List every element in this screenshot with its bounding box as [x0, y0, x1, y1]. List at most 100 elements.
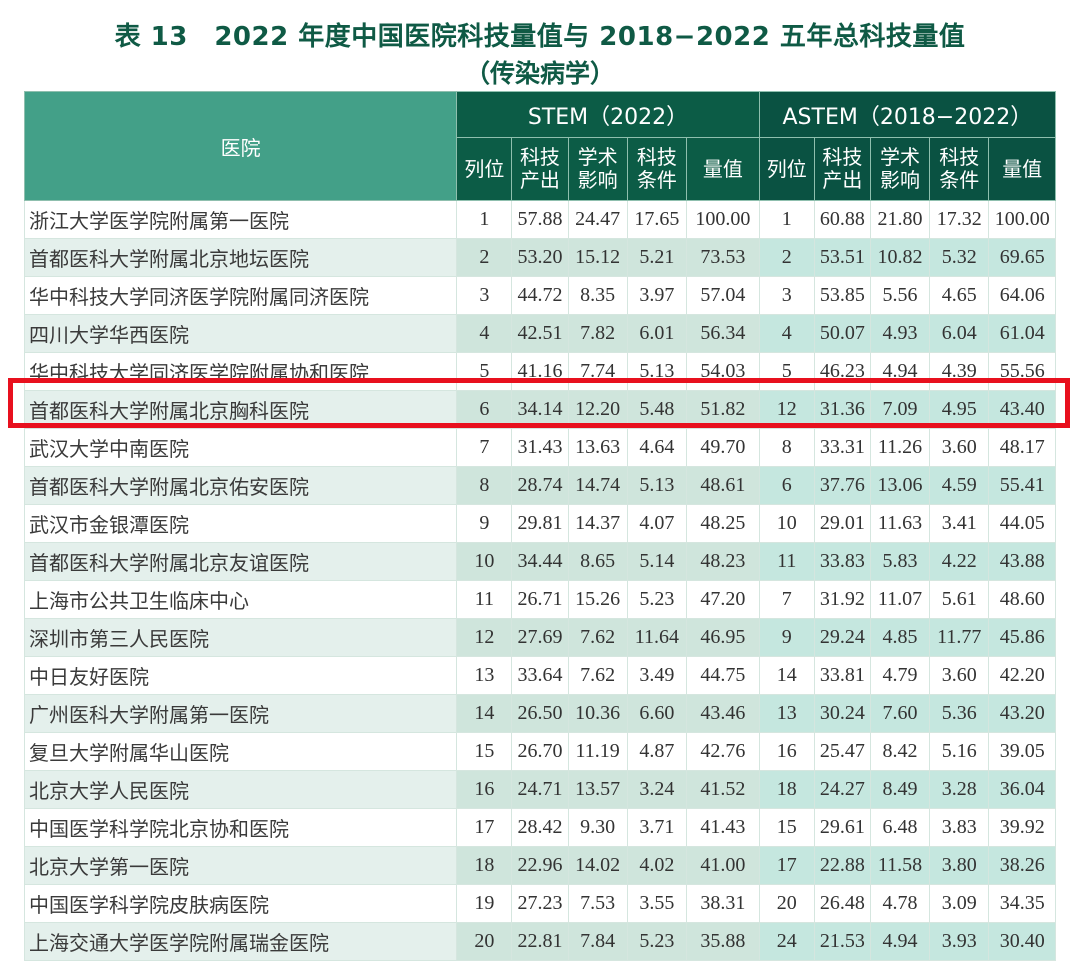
astem-value-cell: 61.04 [988, 314, 1056, 353]
stem-value-cell: 5.23 [626, 922, 687, 961]
astem-value-cell: 31.36 [813, 390, 871, 429]
stem-value-cell: 54.03 [685, 352, 760, 391]
astem-value-cell: 4.94 [869, 352, 931, 391]
stem-value-cell: 41.16 [511, 352, 569, 391]
astem-value-cell: 7.60 [869, 694, 931, 733]
astem-value-cell: 20 [758, 884, 815, 923]
stem-value-cell: 3.55 [626, 884, 687, 923]
astem-value-cell: 5.16 [929, 732, 990, 771]
stem-value-cell: 5 [456, 352, 513, 391]
hospital-name-cell: 上海交通大学医学院附属瑞金医院 [23, 922, 458, 961]
table-row: 复旦大学附属华山医院 15 26.70 11.19 4.87 42.76 16 25.47 8.… [23, 732, 1056, 771]
table-row: 华中科技大学同济医学院附属同济医院 3 44.72 8.35 3.97 57.04 3 53.… [23, 276, 1056, 315]
astem-value-cell: 11.77 [929, 618, 990, 657]
astem-value-cell: 38.26 [988, 846, 1056, 885]
table-row: 中国医学科学院皮肤病医院 19 27.23 7.53 3.55 38.31 20 26.48 4… [23, 884, 1056, 923]
astem-value-cell: 13 [758, 694, 815, 733]
astem-value-cell: 3.93 [929, 922, 990, 961]
stem-value-cell: 5.23 [626, 580, 687, 619]
astem-value-cell: 42.20 [988, 656, 1056, 695]
astem-value-cell: 17.32 [929, 200, 990, 239]
stem-value-cell: 38.31 [685, 884, 760, 923]
stem-value-cell: 42.51 [511, 314, 569, 353]
hospital-name-cell: 深圳市第三人民医院 [23, 618, 458, 657]
astem-value-cell: 34.35 [988, 884, 1056, 923]
astem-value-cell: 5.61 [929, 580, 990, 619]
astem-value-cell: 55.56 [988, 352, 1056, 391]
astem-value-cell: 25.47 [813, 732, 871, 771]
stem-value-cell: 43.46 [685, 694, 760, 733]
hospital-ranking-table: 医院 STEM（2022） ASTEM（2018−2022） 列位 科技 产出 学术… [23, 91, 1057, 961]
astem-value-cell: 44.05 [988, 504, 1056, 543]
stem-value-cell: 53.20 [511, 238, 569, 277]
stem-value-cell: 4 [456, 314, 513, 353]
stem-value-cell: 6 [456, 390, 513, 429]
stem-value-cell: 12.20 [567, 390, 628, 429]
stem-value-cell: 57.88 [511, 200, 569, 239]
astem-value-cell: 53.51 [813, 238, 871, 277]
table-row: 四川大学华西医院 4 42.51 7.82 6.01 56.34 4 50.07 4.93 6.0… [23, 314, 1056, 353]
astem-value-cell: 3.80 [929, 846, 990, 885]
astem-value-cell: 60.88 [813, 200, 871, 239]
stem-value-cell: 22.81 [511, 922, 569, 961]
astem-value-cell: 17 [758, 846, 815, 885]
stem-value-cell: 11 [456, 580, 513, 619]
astem-value-cell: 29.24 [813, 618, 871, 657]
stem-value-cell: 3.97 [626, 276, 687, 315]
hospital-name-cell: 首都医科大学附属北京地坛医院 [23, 238, 458, 277]
stem-col-header-0: 列位 [456, 137, 513, 201]
astem-value-cell: 4.79 [869, 656, 931, 695]
astem-value-cell: 11.63 [869, 504, 931, 543]
astem-value-cell: 11.26 [869, 428, 931, 467]
stem-group-header: STEM（2022） [456, 91, 760, 138]
astem-value-cell: 4.39 [929, 352, 990, 391]
astem-value-cell: 8.49 [869, 770, 931, 809]
hospital-name-cell: 中国医学科学院北京协和医院 [23, 808, 458, 847]
astem-value-cell: 21.80 [869, 200, 931, 239]
stem-value-cell: 7 [456, 428, 513, 467]
table-row: 中日友好医院 13 33.64 7.62 3.49 44.75 14 33.81 4.79 3.6… [23, 656, 1056, 695]
astem-value-cell: 15 [758, 808, 815, 847]
table-row: 上海市公共卫生临床中心 11 26.71 15.26 5.23 47.20 7 31.92 11… [23, 580, 1056, 619]
table-row-highlighted: 首都医科大学附属北京胸科医院 6 34.14 12.20 5.48 51.82 12 31.3… [23, 390, 1056, 429]
astem-value-cell: 45.86 [988, 618, 1056, 657]
astem-group-header: ASTEM（2018−2022） [758, 91, 1057, 138]
stem-value-cell: 13 [456, 656, 513, 695]
astem-value-cell: 50.07 [813, 314, 871, 353]
stem-value-cell: 7.82 [567, 314, 628, 353]
table-row: 上海交通大学医学院附属瑞金医院 20 22.81 7.84 5.23 35.88 24 21.… [23, 922, 1056, 961]
astem-value-cell: 43.20 [988, 694, 1056, 733]
astem-value-cell: 8.42 [869, 732, 931, 771]
stem-value-cell: 22.96 [511, 846, 569, 885]
stem-value-cell: 7.74 [567, 352, 628, 391]
table-row: 首都医科大学附属北京友谊医院 10 34.44 8.65 5.14 48.23 11 33.8… [23, 542, 1056, 581]
stem-value-cell: 48.61 [685, 466, 760, 505]
astem-value-cell: 33.83 [813, 542, 871, 581]
astem-value-cell: 4 [758, 314, 815, 353]
stem-value-cell: 4.02 [626, 846, 687, 885]
astem-value-cell: 3.83 [929, 808, 990, 847]
table-row: 首都医科大学附属北京佑安医院 8 28.74 14.74 5.13 48.61 6 37.76… [23, 466, 1056, 505]
stem-value-cell: 46.95 [685, 618, 760, 657]
table-row: 北京大学第一医院 18 22.96 14.02 4.02 41.00 17 22.88 11.5… [23, 846, 1056, 885]
table-row: 武汉市金银潭医院 9 29.81 14.37 4.07 48.25 10 29.01 11.63… [23, 504, 1056, 543]
astem-value-cell: 4.94 [869, 922, 931, 961]
stem-value-cell: 4.07 [626, 504, 687, 543]
stem-value-cell: 16 [456, 770, 513, 809]
hospital-name-cell: 浙江大学医学院附属第一医院 [23, 200, 458, 239]
hospital-name-cell: 北京大学人民医院 [23, 770, 458, 809]
stem-value-cell: 8.65 [567, 542, 628, 581]
stem-value-cell: 11.64 [626, 618, 687, 657]
stem-value-cell: 9 [456, 504, 513, 543]
stem-value-cell: 24.71 [511, 770, 569, 809]
stem-value-cell: 4.64 [626, 428, 687, 467]
table-subtitle: （传染病学） [464, 59, 615, 88]
hospital-name-cell: 广州医科大学附属第一医院 [23, 694, 458, 733]
astem-value-cell: 43.88 [988, 542, 1056, 581]
astem-value-cell: 10 [758, 504, 815, 543]
astem-value-cell: 11.07 [869, 580, 931, 619]
astem-value-cell: 2 [758, 238, 815, 277]
stem-value-cell: 20 [456, 922, 513, 961]
stem-value-cell: 8.35 [567, 276, 628, 315]
astem-value-cell: 39.05 [988, 732, 1056, 771]
